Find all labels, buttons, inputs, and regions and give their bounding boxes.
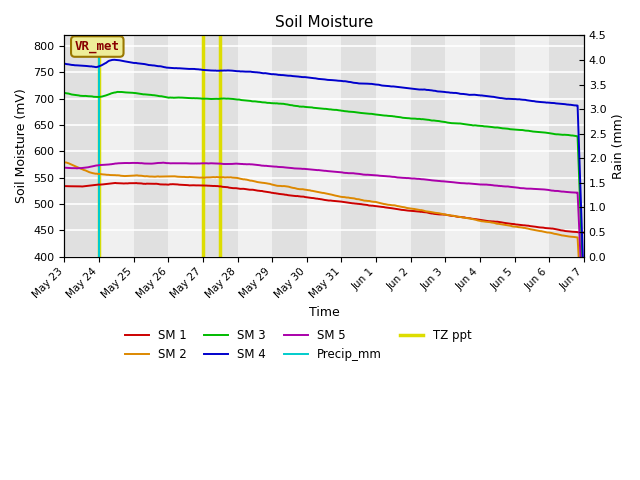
Bar [445, 36, 480, 257]
Bar [134, 36, 168, 257]
Bar [515, 36, 549, 257]
Bar [411, 36, 445, 257]
Y-axis label: Rain (mm): Rain (mm) [612, 113, 625, 179]
Title: Soil Moisture: Soil Moisture [275, 15, 373, 30]
Bar [237, 36, 272, 257]
Y-axis label: Soil Moisture (mV): Soil Moisture (mV) [15, 89, 28, 204]
Bar [341, 36, 376, 257]
Bar [99, 36, 134, 257]
Bar [168, 36, 203, 257]
Bar [584, 36, 618, 257]
Bar [307, 36, 341, 257]
Bar [65, 36, 99, 257]
Bar [376, 36, 411, 257]
Bar [480, 36, 515, 257]
Bar [203, 36, 237, 257]
Bar [272, 36, 307, 257]
Legend: SM 1, SM 2, SM 3, SM 4, SM 5, Precip_mm, TZ ppt: SM 1, SM 2, SM 3, SM 4, SM 5, Precip_mm,… [120, 324, 476, 366]
Text: VR_met: VR_met [75, 40, 120, 53]
X-axis label: Time: Time [308, 306, 339, 319]
Bar [549, 36, 584, 257]
